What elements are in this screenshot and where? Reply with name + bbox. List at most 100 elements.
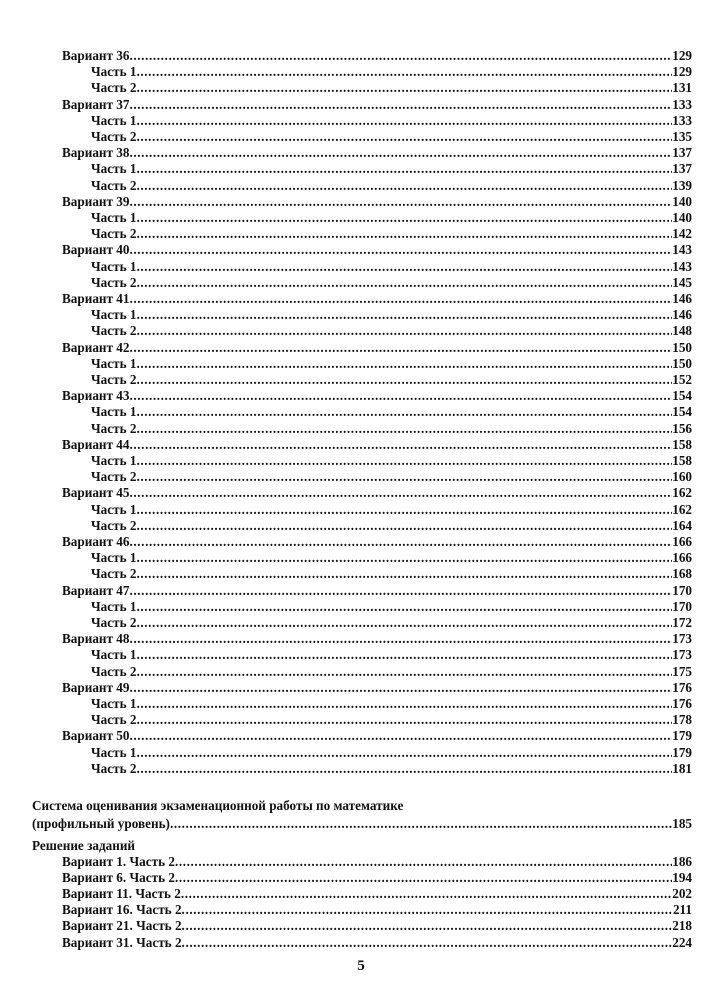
- toc-entry-part[interactable]: Часть 1 173: [0, 647, 722, 663]
- toc-entry-page: 173: [672, 647, 692, 663]
- toc-entry-label: Вариант 47: [62, 582, 130, 598]
- toc-entry-page: 162: [672, 485, 692, 501]
- dot-leader: [136, 712, 672, 728]
- toc-entry-grading[interactable]: (профильный уровень) 185: [0, 816, 722, 832]
- dot-leader: [136, 404, 672, 420]
- toc-entry-part[interactable]: Часть 2 145: [0, 275, 722, 291]
- dot-leader: [136, 502, 672, 518]
- dot-leader: [136, 615, 672, 631]
- dot-leader: [136, 647, 672, 663]
- toc-entry-page: 137: [672, 145, 692, 161]
- toc-entry-page: 158: [672, 436, 692, 452]
- toc-entry-page: 148: [672, 323, 692, 339]
- toc-entry-part[interactable]: Часть 1 170: [0, 599, 722, 615]
- toc-entry-label: Часть 2: [91, 226, 137, 242]
- toc-entry-page: 145: [672, 274, 692, 290]
- toc-entry-label: Вариант 21. Часть 2: [62, 918, 182, 934]
- toc-entry-variant[interactable]: Вариант 43 154: [0, 388, 722, 404]
- toc-entry-part[interactable]: Часть 2 139: [0, 178, 722, 194]
- toc-entry-part[interactable]: Часть 1 179: [0, 745, 722, 761]
- toc-entry-part[interactable]: Часть 1 137: [0, 161, 722, 177]
- toc-entry-page: 131: [672, 80, 692, 96]
- toc-entry-label: Вариант 16. Часть 2: [62, 902, 182, 918]
- toc-entry-label: Часть 2: [91, 177, 137, 193]
- toc-entry-part[interactable]: Часть 1 140: [0, 210, 722, 226]
- toc-entry-part[interactable]: Часть 2 142: [0, 226, 722, 242]
- toc-entry-part[interactable]: Часть 1 158: [0, 453, 722, 469]
- toc-entry-label: Вариант 41: [62, 291, 130, 306]
- toc-entry-page: 173: [672, 631, 692, 647]
- toc-entry-page: 137: [672, 161, 692, 177]
- solutions-title: Решение заданий: [32, 838, 136, 853]
- toc-entry-label: Вариант 43: [62, 388, 130, 404]
- toc-entry-part[interactable]: Часть 2 168: [0, 566, 722, 582]
- toc-entry-label: Часть 2: [91, 372, 137, 387]
- toc-entry-page: 211: [672, 902, 692, 918]
- toc-entry-page: 133: [672, 96, 692, 112]
- toc-entry-part[interactable]: Часть 1 146: [0, 307, 722, 323]
- dot-leader: [129, 291, 672, 307]
- toc-entry-page: 154: [672, 388, 692, 404]
- toc-entry-part[interactable]: Часть 1 162: [0, 502, 722, 518]
- toc-entry-part[interactable]: Часть 1 176: [0, 696, 722, 712]
- toc-entry-solution[interactable]: Вариант 11. Часть 2 202: [0, 886, 722, 902]
- toc-entry-part[interactable]: Часть 2 160: [0, 469, 722, 485]
- toc-entry-variant[interactable]: Вариант 36 129: [0, 48, 722, 64]
- dot-leader: [136, 80, 672, 96]
- toc-entry-label: Часть 1: [91, 647, 137, 663]
- toc-entry-variant[interactable]: Вариант 49 176: [0, 680, 722, 696]
- toc-entry-page: 162: [672, 501, 692, 517]
- toc-entry-page: 143: [672, 258, 692, 274]
- toc-entry-solution[interactable]: Вариант 6. Часть 2 194: [0, 870, 722, 886]
- toc-entry-part[interactable]: Часть 1 129: [0, 64, 722, 80]
- toc-entry-label: Часть 1: [91, 550, 137, 566]
- toc-entry-variant[interactable]: Вариант 39 140: [0, 194, 722, 210]
- toc-entry-solution[interactable]: Вариант 1. Часть 2 186: [0, 854, 722, 870]
- toc-entry-variant[interactable]: Вариант 40 143: [0, 242, 722, 258]
- toc-entry-variant[interactable]: Вариант 42 150: [0, 340, 722, 356]
- toc-entry-part[interactable]: Часть 2 156: [0, 421, 722, 437]
- toc-entry-part[interactable]: Часть 1 154: [0, 404, 722, 420]
- toc-entry-part[interactable]: Часть 2 148: [0, 323, 722, 339]
- toc-entry-part[interactable]: Часть 2 172: [0, 615, 722, 631]
- toc-entry-part[interactable]: Часть 1 133: [0, 113, 722, 129]
- toc-entry-variant[interactable]: Вариант 50 179: [0, 728, 722, 744]
- dot-leader: [136, 226, 672, 242]
- toc-entry-page: 186: [672, 854, 692, 869]
- toc-entry-label: Часть 2: [91, 469, 137, 485]
- dot-leader: [136, 129, 672, 145]
- toc-entry-variant[interactable]: Вариант 37 133: [0, 97, 722, 113]
- dot-leader: [136, 550, 672, 566]
- toc-entry-part[interactable]: Часть 1 166: [0, 550, 722, 566]
- toc-entry-variant[interactable]: Вариант 38 137: [0, 145, 722, 161]
- toc-entry-variant[interactable]: Вариант 41 146: [0, 291, 722, 307]
- dot-leader: [129, 48, 672, 64]
- toc-entry-variant[interactable]: Вариант 44 158: [0, 437, 722, 453]
- toc-entry-part[interactable]: Часть 2 181: [0, 761, 722, 777]
- toc-entry-label: Часть 2: [91, 712, 137, 728]
- toc-entry-variant[interactable]: Вариант 45 162: [0, 485, 722, 501]
- toc-entry-page: 129: [672, 64, 692, 80]
- toc-entry-variant[interactable]: Вариант 46 166: [0, 534, 722, 550]
- toc-entry-part[interactable]: Часть 2 131: [0, 80, 722, 96]
- toc-entry-label: Вариант 44: [62, 436, 130, 452]
- toc-entry-part[interactable]: Часть 2 175: [0, 664, 722, 680]
- toc-entry-label: Вариант 39: [62, 193, 130, 209]
- toc-entry-part[interactable]: Часть 2 152: [0, 372, 722, 388]
- toc-entry-variant[interactable]: Вариант 48 173: [0, 631, 722, 647]
- toc-entry-part[interactable]: Часть 1 150: [0, 356, 722, 372]
- toc-entry-solution[interactable]: Вариант 31. Часть 2 224: [0, 935, 722, 951]
- toc-entry-page: 164: [672, 517, 692, 533]
- toc-entry-part[interactable]: Часть 2 164: [0, 518, 722, 534]
- toc-entry-label: Вариант 46: [62, 534, 130, 549]
- toc-entry-solution[interactable]: Вариант 21. Часть 2 218: [0, 918, 722, 934]
- toc-entry-solution[interactable]: Вариант 16. Часть 2 211: [0, 902, 722, 918]
- dot-leader: [136, 599, 672, 615]
- dot-leader: [129, 340, 672, 356]
- toc-entry-variant[interactable]: Вариант 47 170: [0, 583, 722, 599]
- toc-entry-part[interactable]: Часть 1 143: [0, 259, 722, 275]
- toc-entry-part[interactable]: Часть 2 135: [0, 129, 722, 145]
- toc-entry-page: 168: [672, 566, 692, 582]
- toc-entry-part[interactable]: Часть 2 178: [0, 712, 722, 728]
- toc-entry-label: Вариант 11. Часть 2: [62, 886, 181, 902]
